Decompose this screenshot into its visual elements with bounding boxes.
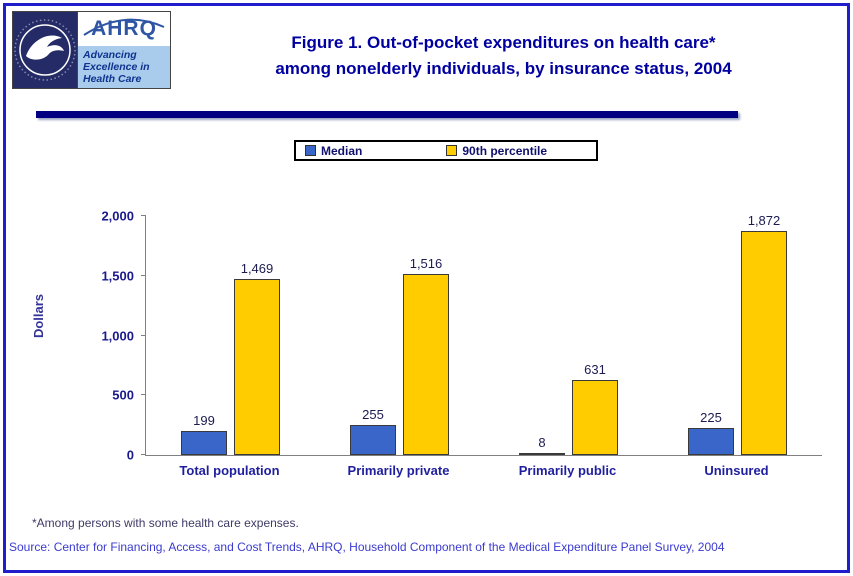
- ahrq-wordmark: AHRQ: [78, 12, 170, 46]
- hhs-logo: [13, 12, 77, 88]
- legend-label-90th-percentile: 90th percentile: [462, 143, 548, 158]
- bar-rect: [741, 231, 787, 455]
- value-label: 199: [193, 413, 215, 428]
- legend-swatch-median: [305, 145, 316, 156]
- bar-groups: 199 1,469 255 1,516 8 631 225 1,872: [146, 213, 822, 455]
- ahrq-swoosh-icon: [83, 18, 165, 36]
- bar-90th-percentile: 1,516: [403, 256, 449, 455]
- page-title-line2: among nonelderly individuals, by insuran…: [275, 59, 732, 78]
- value-label: 631: [584, 362, 606, 377]
- bar-group: 199 1,469: [146, 216, 315, 455]
- bar-median: 255: [350, 407, 396, 455]
- plot-area: 199 1,469 255 1,516 8 631 225 1,872 0 500 1,000 1,…: [101, 209, 822, 463]
- value-label: 1,469: [240, 261, 274, 276]
- category-labels: Total population Primarily private Primari…: [145, 463, 821, 478]
- bar-rect: [403, 274, 449, 455]
- bar-rect: [688, 428, 734, 455]
- bar-rect: [350, 425, 396, 455]
- bar-90th-percentile: 1,469: [234, 261, 280, 455]
- y-axis-label: Dollars: [31, 293, 46, 339]
- y-tick-mark: [141, 274, 146, 276]
- legend-item-median: Median: [305, 144, 362, 158]
- bar-rect: [519, 453, 565, 455]
- logo-block: AHRQ Advancing Excellence in Health Care: [12, 11, 171, 89]
- y-tick-label: 1,000: [101, 328, 134, 343]
- y-tick-mark: [141, 334, 146, 336]
- category-label: Total population: [179, 463, 280, 478]
- y-tick-label: 2,000: [101, 208, 134, 224]
- legend-swatch-90th-percentile: [446, 145, 458, 156]
- bar-group: 8 631: [484, 216, 653, 455]
- category-label: Uninsured: [704, 463, 769, 478]
- y-tick-label: 0: [126, 447, 134, 463]
- chart-legend: Median 90th percentile: [294, 140, 598, 161]
- y-tick-label: 1,500: [101, 268, 134, 284]
- bar-90th-percentile: 1,872: [741, 213, 787, 455]
- category-label: Primarily public: [518, 463, 617, 478]
- page-title-line1: Figure 1. Out-of-pocket expenditures on …: [291, 33, 716, 52]
- value-label: 255: [362, 407, 384, 422]
- ahrq-tagline-line2: Excellence in: [83, 61, 150, 73]
- value-label: 225: [700, 410, 722, 425]
- bar-90th-percentile: 631: [572, 362, 618, 455]
- value-label: 1,872: [747, 213, 781, 228]
- ahrq-logo: AHRQ Advancing Excellence in Health Care: [77, 12, 170, 88]
- title-underline-bar: [36, 111, 738, 118]
- ahrq-tagline: Advancing Excellence in Health Care: [78, 46, 170, 88]
- page-title: Figure 1. Out-of-pocket expenditures on …: [180, 30, 827, 82]
- value-label: 8: [538, 435, 546, 450]
- legend-item-90th-percentile: 90th percentile: [446, 144, 547, 158]
- y-tick-mark: [141, 215, 146, 216]
- value-label: 1,516: [409, 256, 443, 271]
- y-tick-mark: [141, 394, 146, 396]
- bar-median: 8: [519, 435, 565, 455]
- bar-median: 199: [181, 413, 227, 455]
- category-label: Primarily private: [347, 463, 450, 478]
- bar-rect: [572, 380, 618, 455]
- hhs-seal-icon: [14, 19, 76, 81]
- source-note: Source: Center for Financing, Access, an…: [9, 540, 725, 554]
- bar-rect: [181, 431, 227, 455]
- bar-group: 225 1,872: [653, 213, 822, 455]
- y-tick-mark: [141, 454, 146, 455]
- bar-group: 255 1,516: [315, 216, 484, 455]
- legend-label-median: Median: [321, 143, 363, 158]
- ahrq-tagline-line1: Advancing: [83, 49, 137, 61]
- ahrq-tagline-line3: Health Care: [83, 73, 142, 85]
- bar-rect: [234, 279, 280, 455]
- footnote: *Among persons with some health care exp…: [32, 516, 299, 530]
- bar-median: 225: [688, 410, 734, 455]
- y-tick-label: 500: [112, 387, 134, 403]
